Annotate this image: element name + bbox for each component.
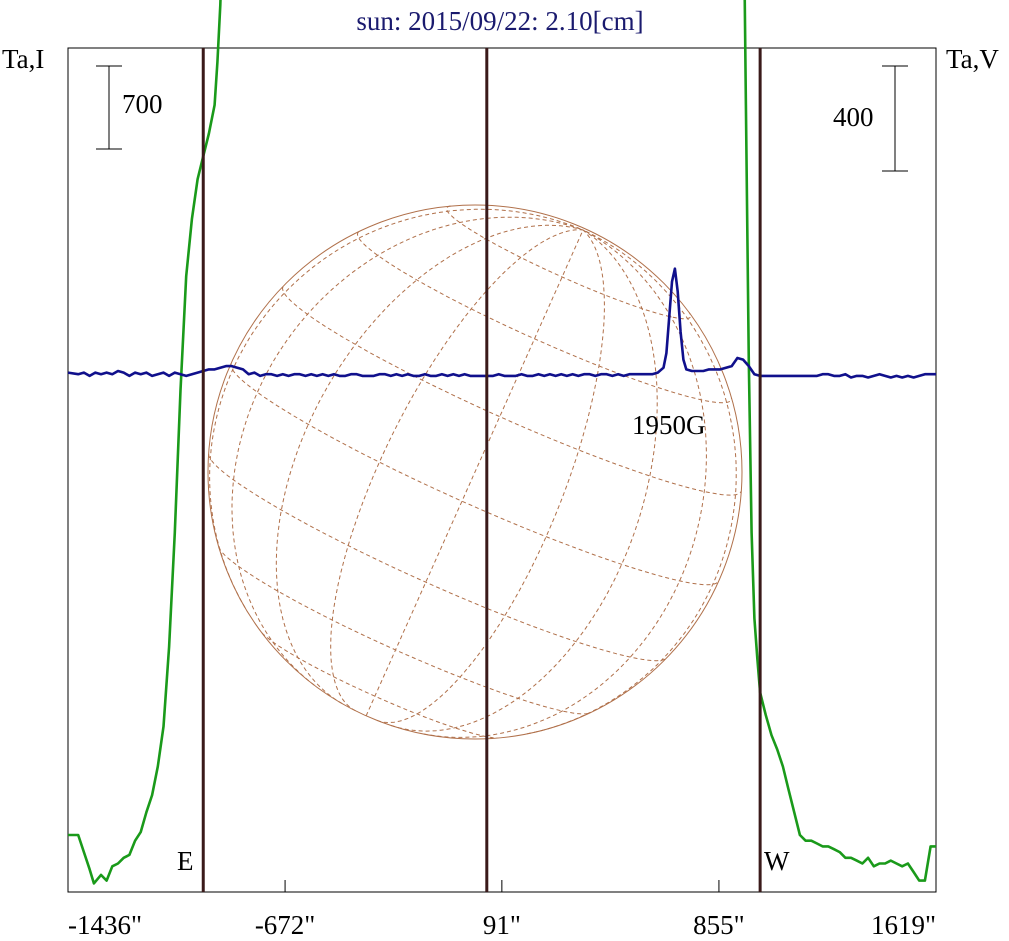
x-tick-label: -1436" — [68, 910, 142, 940]
disk-limb — [207, 204, 743, 740]
disk-longitude-line — [275, 224, 584, 705]
limb-label-east: E — [177, 846, 194, 876]
series-line-i — [68, 0, 936, 885]
disk-latitude-line — [281, 286, 742, 496]
limb-lines — [201, 48, 762, 892]
left-axis-label: Ta,I — [2, 44, 44, 74]
series-line-v — [67, 267, 936, 379]
disk-longitude-line — [330, 229, 584, 712]
disk-latitude-line — [356, 231, 732, 404]
limb-label-west: W — [764, 846, 790, 876]
disk-longitude-line — [365, 229, 584, 717]
scale-bar-right: 400 — [833, 65, 908, 172]
x-tick-label: -672" — [255, 910, 316, 940]
solar-disk — [207, 204, 743, 740]
scale-bar-right-label: 400 — [833, 102, 874, 132]
x-axis-ticks: -1436" -672" 91" 855" 1619" — [67, 880, 937, 940]
disk-longitude-line — [209, 208, 584, 609]
disk-latitude-line — [261, 632, 498, 739]
disk-latitude-line — [208, 454, 667, 662]
x-tick-label: 91" — [483, 910, 521, 940]
field-annotation: 1950G — [632, 410, 706, 440]
disk-longitude-line — [391, 229, 658, 732]
x-tick-label: 1619" — [871, 910, 936, 940]
disk-longitude-line — [376, 229, 605, 724]
disk-longitude-line — [527, 229, 737, 735]
scale-bar-left: 700 — [96, 65, 163, 150]
scale-bar-left-label: 700 — [122, 89, 163, 119]
right-axis-label: Ta,V — [946, 44, 999, 74]
x-tick-label: 855" — [693, 910, 745, 940]
disk-latitude-line — [230, 363, 720, 586]
disk-latitude-line — [445, 205, 692, 320]
chart-title: sun: 2015/09/22: 2.10[cm] — [356, 6, 643, 36]
series-layer — [67, 0, 936, 885]
